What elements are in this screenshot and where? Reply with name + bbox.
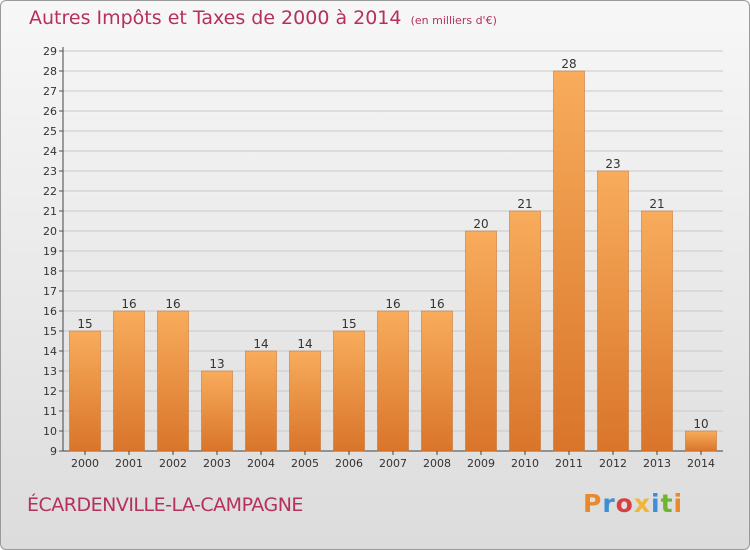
x-tick-label-2006: 2006 <box>335 457 363 470</box>
logo-letter: t <box>660 489 674 518</box>
x-tick-label-2009: 2009 <box>467 457 495 470</box>
data-label-2013: 21 <box>649 197 664 211</box>
bar-2000 <box>69 330 101 452</box>
title-row: Autres Impôts et Taxes de 2000 à 2014 (e… <box>29 7 497 29</box>
y-tick-label: 16 <box>43 305 57 318</box>
data-label-2002: 16 <box>165 297 180 311</box>
bar-2011 <box>553 70 585 452</box>
logo-letter: r <box>602 489 616 518</box>
y-tick-label: 27 <box>43 85 57 98</box>
data-label-2001: 16 <box>121 297 136 311</box>
logo-letter: i <box>673 489 684 518</box>
x-tick-label-2008: 2008 <box>423 457 451 470</box>
x-tick-label-2002: 2002 <box>159 457 187 470</box>
data-labels: 15 16 16 13 14 14 15 16 16 20 21 28 23 21 10 <box>77 57 708 431</box>
data-label-2012: 23 <box>605 157 620 171</box>
data-label-2014: 10 <box>693 417 708 431</box>
y-tick-label: 14 <box>43 345 57 358</box>
data-label-2007: 16 <box>385 297 400 311</box>
y-tick-label: 22 <box>43 185 57 198</box>
y-tick-label: 28 <box>43 65 57 78</box>
data-label-2011: 28 <box>561 57 576 71</box>
bar-2009 <box>465 230 497 452</box>
y-tick-label: 17 <box>43 285 57 298</box>
y-tick-label: 24 <box>43 145 57 158</box>
data-label-2004: 14 <box>253 337 268 351</box>
y-tick-label: 26 <box>43 105 57 118</box>
y-tick-label: 25 <box>43 125 57 138</box>
logo-letter: i <box>651 489 661 518</box>
x-tick-label-2013: 2013 <box>643 457 671 470</box>
y-tick-label: 11 <box>43 405 57 418</box>
data-label-2003: 13 <box>209 357 224 371</box>
bars <box>69 70 717 452</box>
y-tick-label: 18 <box>43 265 57 278</box>
data-label-2009: 20 <box>473 217 488 231</box>
commune-name: ÉCARDENVILLE-LA-CAMPAGNE <box>27 494 303 516</box>
bar-2006 <box>333 330 365 452</box>
data-label-2006: 15 <box>341 317 356 331</box>
bar-2002 <box>157 310 189 452</box>
data-label-2010: 21 <box>517 197 532 211</box>
bar-2014 <box>685 430 717 452</box>
y-tick-label: 9 <box>50 445 57 458</box>
y-tick-label: 29 <box>43 45 57 58</box>
bar-2010 <box>509 210 541 452</box>
y-tick-label: 23 <box>43 165 57 178</box>
x-tick-label-2005: 2005 <box>291 457 319 470</box>
y-tick-labels: 9 10 11 12 13 14 15 16 17 18 19 20 21 22 23 24 25 26 27 28 2… <box>43 45 57 458</box>
x-tick-label-2014: 2014 <box>687 457 715 470</box>
bar-2005 <box>289 350 321 452</box>
x-tick-label-2007: 2007 <box>379 457 407 470</box>
data-label-2005: 14 <box>297 337 312 351</box>
y-tick-label: 10 <box>43 425 57 438</box>
logo-letter: P <box>583 489 603 518</box>
x-tick-label-2003: 2003 <box>203 457 231 470</box>
y-tick-label: 13 <box>43 365 57 378</box>
bar-2008 <box>421 310 453 452</box>
y-tick-label: 21 <box>43 205 57 218</box>
bar-2013 <box>641 210 673 452</box>
bar-2003 <box>201 370 233 452</box>
bar-2007 <box>377 310 409 452</box>
data-label-2008: 16 <box>429 297 444 311</box>
x-tick-label-2010: 2010 <box>511 457 539 470</box>
chart-title: Autres Impôts et Taxes de 2000 à 2014 <box>29 7 402 29</box>
x-tick-label-2011: 2011 <box>555 457 583 470</box>
bar-2012 <box>597 170 629 452</box>
x-tick-labels: 2000 2001 2002 2003 2004 2005 2006 2007 2008 2009… <box>71 451 715 470</box>
y-tick-label: 12 <box>43 385 57 398</box>
bar-2004 <box>245 350 277 452</box>
y-tick-label: 19 <box>43 245 57 258</box>
chart-subtitle: (en milliers d'€) <box>410 14 497 27</box>
x-tick-label-2000: 2000 <box>71 457 99 470</box>
proxiti-logo[interactable]: Proxiti <box>583 489 683 518</box>
x-tick-label-2004: 2004 <box>247 457 275 470</box>
logo-letter: x <box>633 489 651 518</box>
logo-letter: o <box>615 489 634 518</box>
y-tick-label: 15 <box>43 325 57 338</box>
bar-2001 <box>113 310 145 452</box>
x-tick-label-2001: 2001 <box>115 457 143 470</box>
data-label-2000: 15 <box>77 317 92 331</box>
x-tick-label-2012: 2012 <box>599 457 627 470</box>
y-tick-label: 20 <box>43 225 57 238</box>
